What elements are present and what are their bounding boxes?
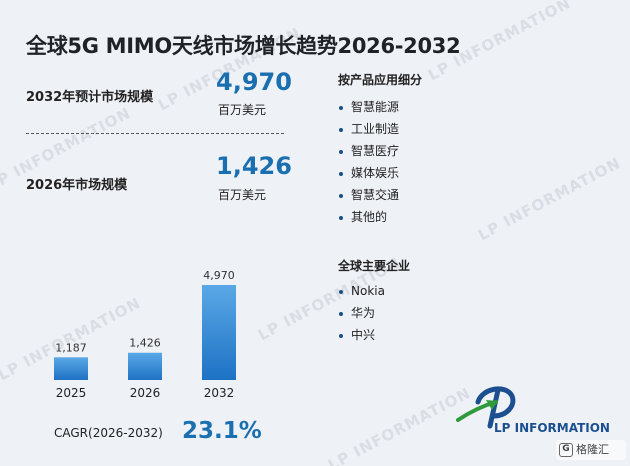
bar-2026 (128, 352, 162, 380)
bar-value-label: 1,187 (55, 341, 87, 354)
x-tick-label: 2026 (130, 386, 161, 400)
bar-value-label: 4,970 (203, 269, 235, 282)
metric-2032-value: 4,970 (216, 68, 292, 96)
metric-2026-value: 1,426 (216, 152, 292, 180)
company-item: Nokia (338, 280, 385, 302)
segment-item: 媒体娱乐 (338, 162, 399, 184)
company-item: 中兴 (338, 324, 385, 346)
bar-2032 (202, 285, 236, 380)
bar-value-label: 1,426 (129, 337, 161, 350)
badge-text: 格隆汇 (576, 443, 609, 456)
companies-list: Nokia 华为 中兴 (338, 280, 385, 346)
metric-2032-unit: 百万美元 (218, 103, 267, 117)
lp-information-logo-icon (456, 386, 516, 429)
segment-item: 智慧医疗 (338, 140, 399, 162)
x-tick-label: 2025 (56, 386, 87, 400)
bar-chart: 1,187 2025 1,426 2026 4,970 2032 (54, 269, 236, 400)
companies-title: 全球主要企业 (338, 259, 411, 273)
segment-item: 智慧能源 (338, 96, 399, 118)
company-item: 华为 (338, 302, 385, 324)
metric-2026-label: 2026年市场规模 (26, 178, 128, 193)
page-title: 全球5G MIMO天线市场增长趋势2026-2032 (26, 34, 461, 58)
cagr-value: 23.1% (182, 418, 262, 444)
cagr-label: CAGR(2026-2032) (54, 426, 163, 440)
divider (26, 133, 284, 134)
badge-icon: G (559, 443, 573, 457)
segments-list: 智慧能源 工业制造 智慧医疗 媒体娱乐 智慧交通 其他的 (338, 96, 399, 228)
logo-text: LP INFORMATION (494, 421, 610, 435)
watermark: LP INFORMATION (325, 383, 474, 466)
metric-2032-label: 2032年预计市场规模 (26, 90, 154, 105)
source-badge: G 格隆汇 (556, 440, 626, 460)
bar-2025 (54, 357, 88, 380)
segment-item: 智慧交通 (338, 184, 399, 206)
metric-2026-unit: 百万美元 (218, 188, 267, 202)
segments-title: 按产品应用细分 (338, 73, 423, 87)
watermark: LP INFORMATION (475, 153, 624, 245)
x-tick-label: 2032 (204, 386, 235, 400)
segment-item: 工业制造 (338, 118, 399, 140)
segment-item: 其他的 (338, 206, 399, 228)
